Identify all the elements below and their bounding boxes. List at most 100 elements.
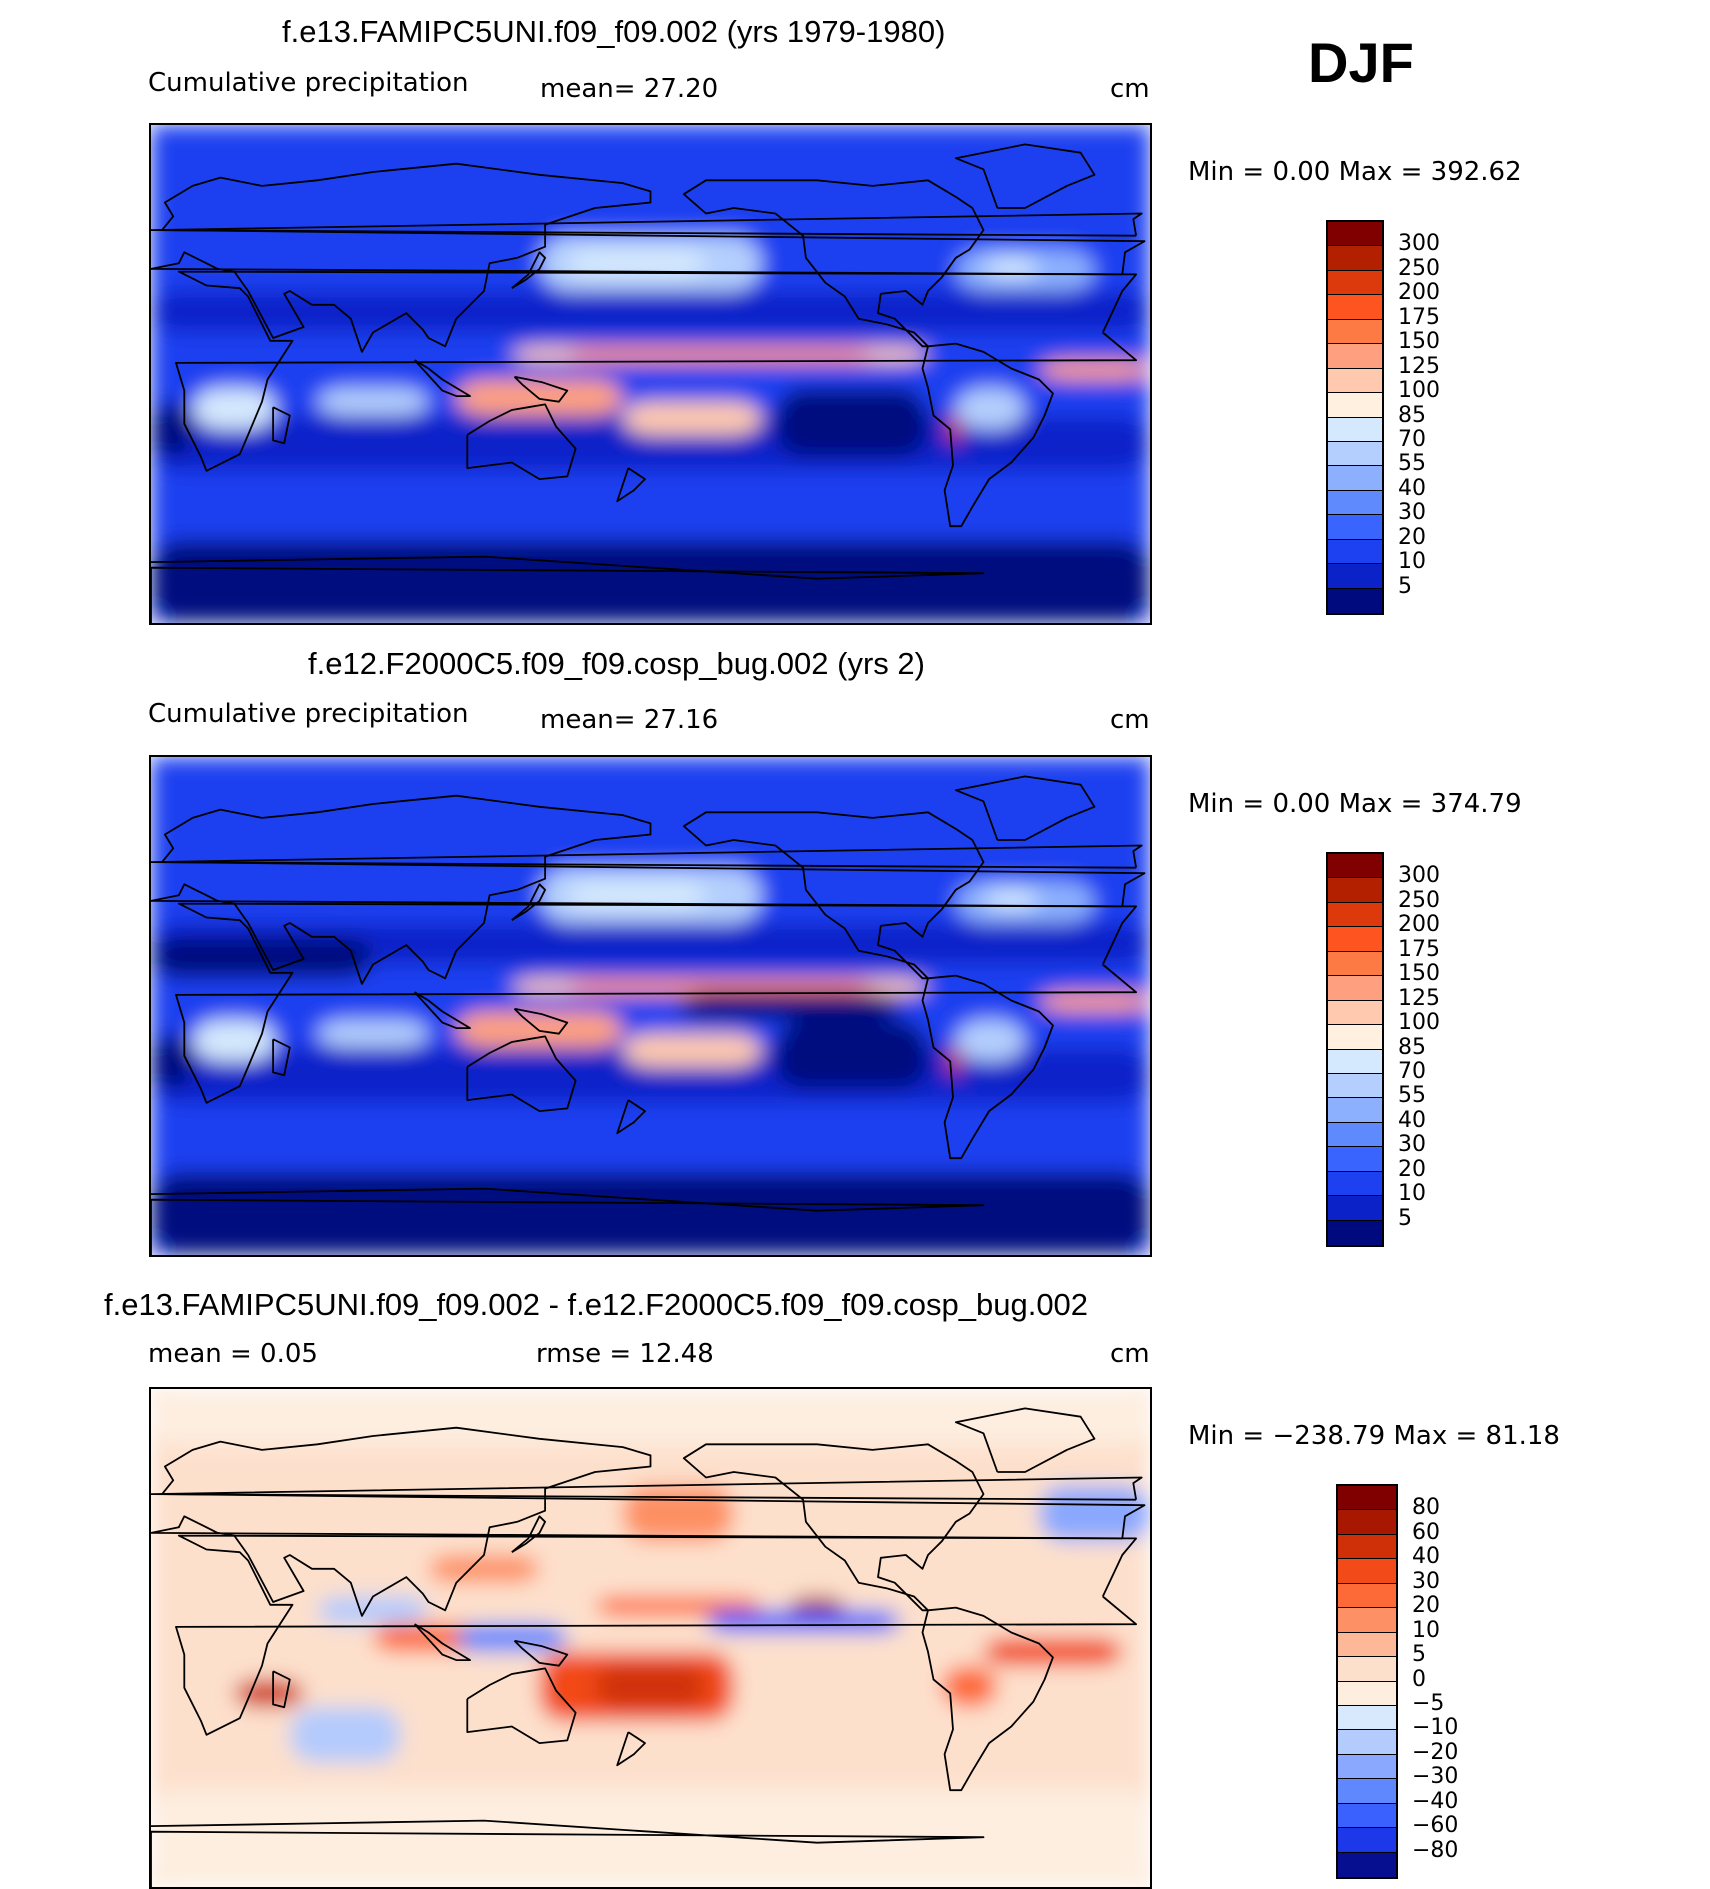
colorbar-tick-label: 100 [1398, 378, 1440, 404]
colorbar-tick-label: 30 [1398, 500, 1426, 526]
panel-2-variable-label: Cumulative precipitation [148, 699, 469, 729]
colorbar-swatch [1328, 951, 1382, 977]
colorbar-swatch [1328, 588, 1382, 613]
colorbar-tick-label: 125 [1398, 985, 1440, 1011]
colorbar-tick-label: 70 [1398, 426, 1426, 452]
colorbar-swatch [1338, 1852, 1396, 1877]
colorbar-swatch [1338, 1608, 1396, 1633]
panel-2-minmax: Min = 0.00 Max = 374.79 [1188, 789, 1522, 819]
colorbar-swatch [1328, 927, 1382, 952]
colorbar-tick-label: 150 [1398, 961, 1440, 987]
colorbar-tick-label: 175 [1398, 304, 1440, 330]
colorbar-tick-label: 250 [1398, 887, 1440, 913]
colorbar-swatch [1328, 295, 1382, 320]
colorbar-swatch [1328, 1049, 1382, 1074]
colorbar-tick-label: 250 [1398, 255, 1440, 281]
colorbar-swatch [1328, 854, 1382, 879]
colorbar-swatch [1328, 1122, 1382, 1148]
colorbar-tick-label: 85 [1398, 402, 1426, 428]
colorbar-swatch [1338, 1754, 1396, 1780]
colorbar-tick-label: 30 [1412, 1568, 1440, 1594]
panel-3-minmax: Min = −238.79 Max = 81.18 [1188, 1421, 1560, 1451]
panel-1-minmax: Min = 0.00 Max = 392.62 [1188, 157, 1522, 187]
colorbar-swatch [1328, 902, 1382, 928]
colorbar-tick-label: −30 [1412, 1764, 1459, 1790]
season-label: DJF [1308, 31, 1414, 94]
colorbar-swatch [1328, 344, 1382, 369]
panel-3-title: f.e13.FAMIPC5UNI.f09_f09.002 - f.e12.F20… [104, 1287, 1089, 1322]
panel-3-colorbar [1336, 1484, 1398, 1879]
colorbar-swatch [1328, 490, 1382, 516]
colorbar-tick-label: 55 [1398, 1083, 1426, 1109]
colorbar-swatch [1328, 976, 1382, 1001]
colorbar-swatch [1338, 1632, 1396, 1658]
panel-1-colorbar [1326, 220, 1384, 615]
colorbar-tick-label: 20 [1398, 524, 1426, 550]
colorbar-swatch [1328, 417, 1382, 442]
colorbar-swatch [1328, 1196, 1382, 1221]
panel-1-title: f.e13.FAMIPC5UNI.f09_f09.002 (yrs 1979-1… [282, 14, 946, 49]
colorbar-swatch [1328, 1220, 1382, 1245]
colorbar-swatch [1328, 1098, 1382, 1123]
panel-3-rmse-label: rmse = 12.48 [536, 1339, 714, 1369]
colorbar-tick-label: 20 [1412, 1593, 1440, 1619]
colorbar-tick-label: 0 [1412, 1666, 1426, 1692]
colorbar-tick-label: 125 [1398, 353, 1440, 379]
colorbar-swatch [1328, 1073, 1382, 1099]
colorbar-swatch [1338, 1534, 1396, 1560]
colorbar-swatch [1328, 1147, 1382, 1172]
colorbar-tick-label: 80 [1412, 1495, 1440, 1521]
panel-1-units: cm [1110, 74, 1150, 104]
colorbar-tick-label: 40 [1412, 1544, 1440, 1570]
colorbar-tick-label: 200 [1398, 912, 1440, 938]
colorbar-tick-label: 300 [1398, 231, 1440, 257]
panel-1-mean-label: mean= 27.20 [540, 74, 719, 104]
colorbar-swatch [1328, 1000, 1382, 1026]
colorbar-tick-label: 10 [1398, 549, 1426, 575]
colorbar-tick-label: 60 [1412, 1519, 1440, 1545]
colorbar-tick-label: −10 [1412, 1715, 1459, 1741]
panel-2-title: f.e12.F2000C5.f09_f09.cosp_bug.002 (yrs … [308, 646, 925, 681]
colorbar-swatch [1328, 539, 1382, 565]
colorbar-tick-label: 200 [1398, 280, 1440, 306]
colorbar-tick-label: 30 [1398, 1132, 1426, 1158]
colorbar-swatch [1328, 515, 1382, 540]
panel-3-mean-label: mean = 0.05 [148, 1339, 318, 1369]
colorbar-swatch [1338, 1486, 1396, 1511]
colorbar-tick-label: 150 [1398, 329, 1440, 355]
colorbar-tick-label: 175 [1398, 936, 1440, 962]
colorbar-tick-label: 40 [1398, 475, 1426, 501]
colorbar-tick-label: 300 [1398, 863, 1440, 889]
colorbar-tick-label: −40 [1412, 1788, 1459, 1814]
colorbar-swatch [1328, 1025, 1382, 1050]
panel-2-colorbar [1326, 852, 1384, 1247]
colorbar-swatch [1328, 878, 1382, 903]
colorbar-swatch [1338, 1681, 1396, 1706]
colorbar-tick-label: −5 [1412, 1690, 1445, 1716]
colorbar-swatch [1338, 1705, 1396, 1731]
colorbar-swatch [1338, 1583, 1396, 1609]
colorbar-swatch [1338, 1510, 1396, 1535]
panel-1-variable-label: Cumulative precipitation [148, 68, 469, 98]
colorbar-tick-label: 5 [1398, 1205, 1412, 1231]
colorbar-tick-label: 85 [1398, 1034, 1426, 1060]
colorbar-tick-label: 5 [1398, 573, 1412, 599]
panel-2-units: cm [1110, 705, 1150, 735]
panel-2-precip-map [149, 755, 1152, 1257]
colorbar-swatch [1328, 222, 1382, 247]
panel-3-difference-map [149, 1387, 1152, 1889]
colorbar-tick-label: 70 [1398, 1058, 1426, 1084]
colorbar-swatch [1328, 319, 1382, 345]
colorbar-swatch [1338, 1559, 1396, 1584]
colorbar-tick-label: 5 [1412, 1642, 1426, 1668]
panel-3-units: cm [1110, 1339, 1150, 1369]
colorbar-swatch [1328, 368, 1382, 394]
colorbar-tick-label: 10 [1398, 1181, 1426, 1207]
colorbar-tick-label: −20 [1412, 1739, 1459, 1765]
colorbar-swatch [1338, 1779, 1396, 1804]
colorbar-swatch [1338, 1803, 1396, 1829]
colorbar-tick-label: −60 [1412, 1813, 1459, 1839]
colorbar-tick-label: −80 [1412, 1837, 1459, 1863]
colorbar-swatch [1328, 393, 1382, 418]
colorbar-swatch [1328, 246, 1382, 271]
